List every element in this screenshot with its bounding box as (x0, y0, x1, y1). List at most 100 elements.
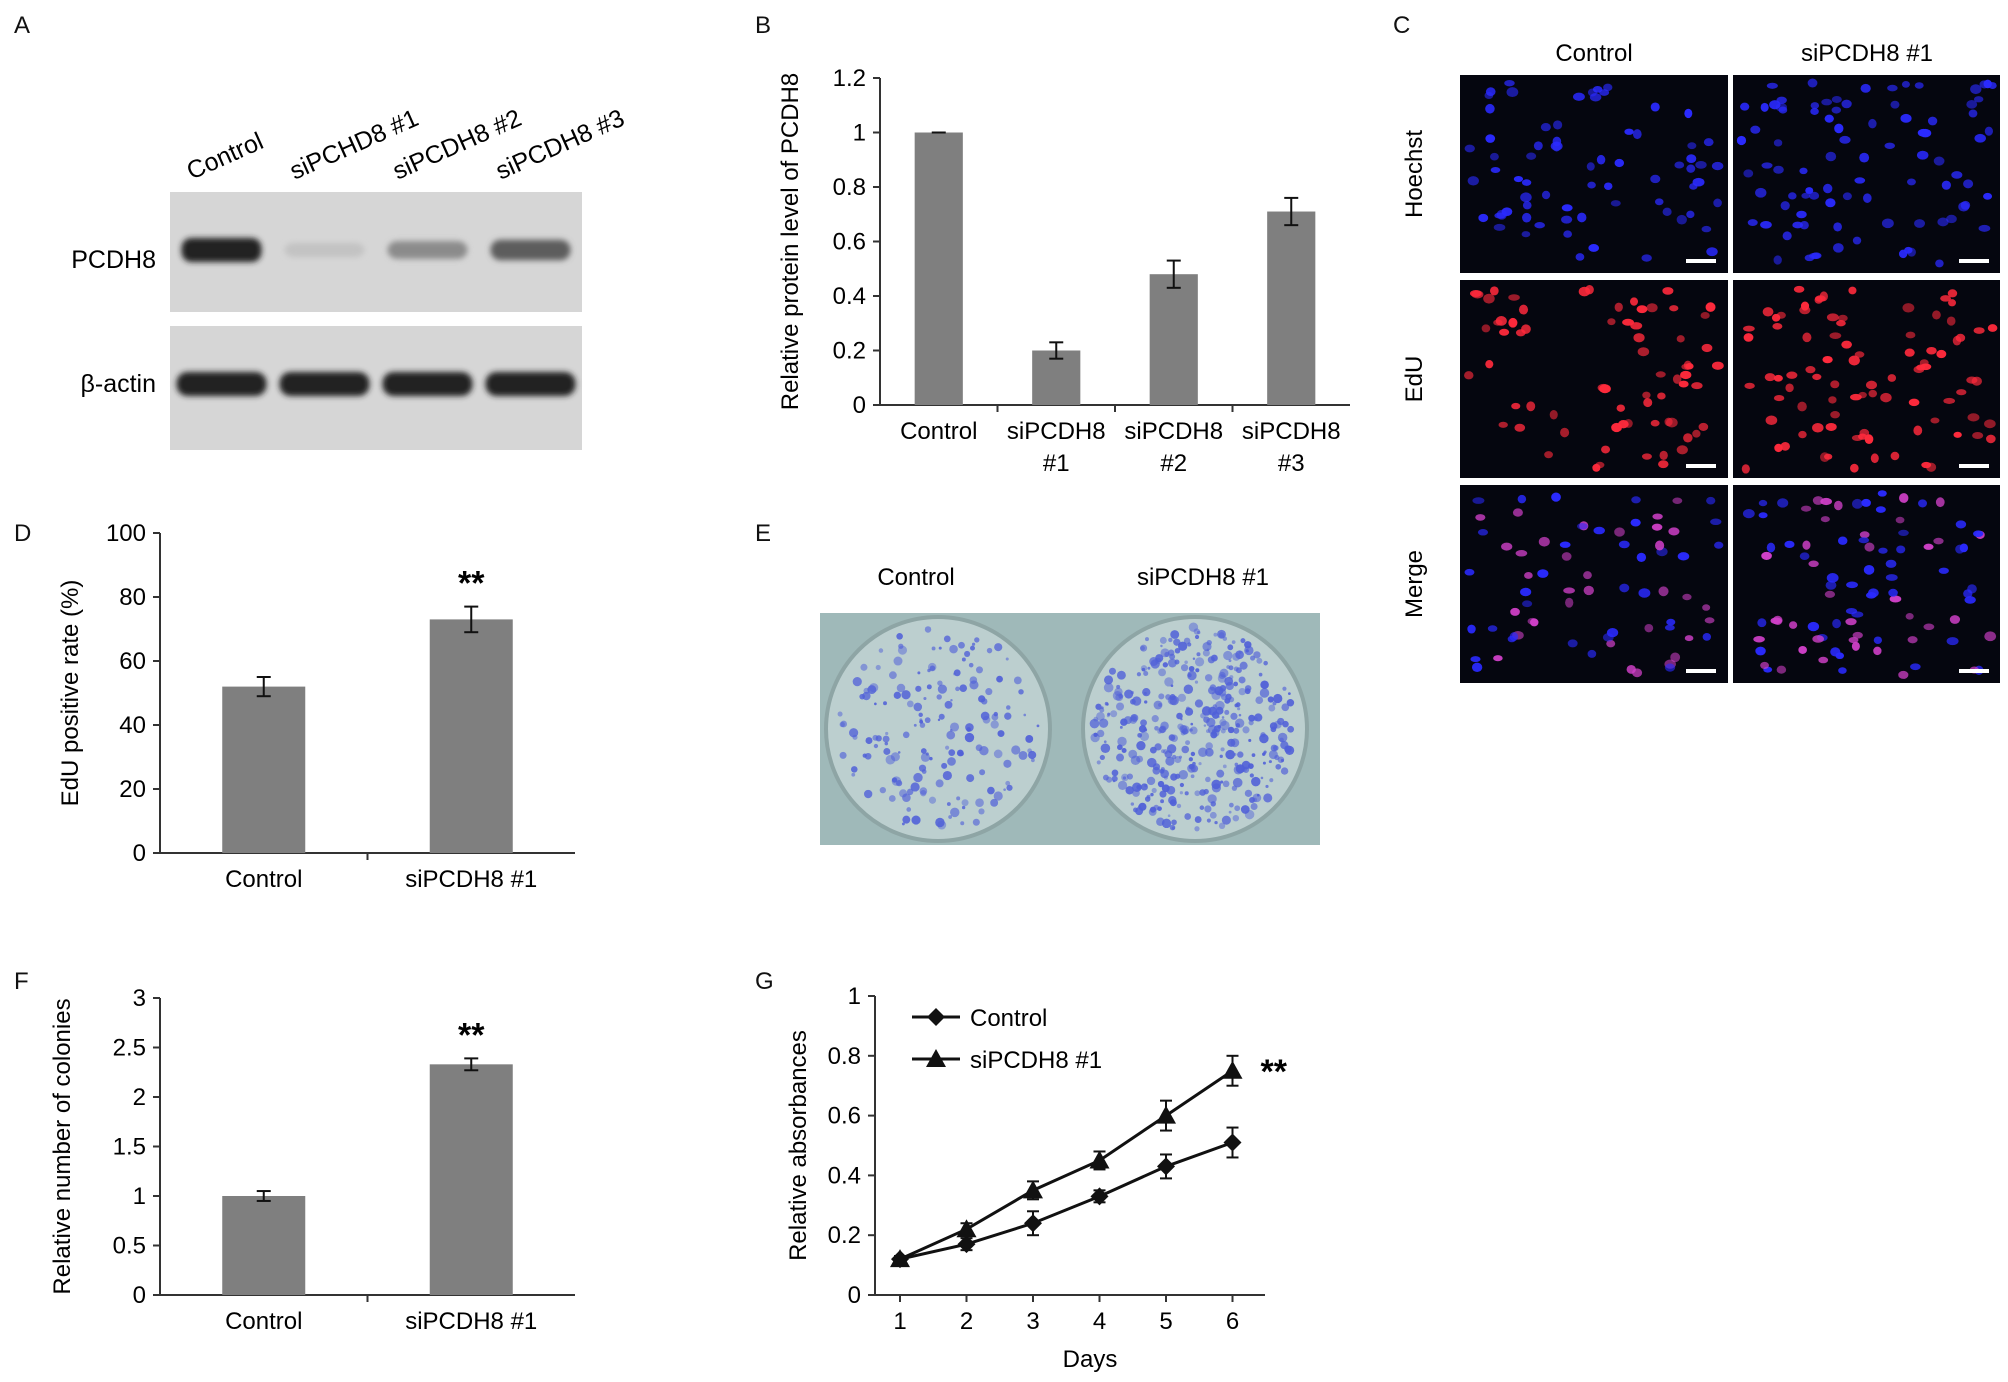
cell-nucleus (1793, 285, 1805, 293)
cell-nucleus (1805, 366, 1816, 374)
colony (1171, 819, 1177, 826)
colony (1251, 753, 1256, 757)
colony (1209, 811, 1217, 819)
cell-nucleus (1740, 102, 1750, 111)
cell-nucleus (1865, 380, 1878, 390)
cell-nucleus (1576, 522, 1588, 530)
cell-nucleus (1641, 453, 1652, 460)
series-line (899, 1141, 1234, 1261)
cell-nucleus (1937, 217, 1949, 227)
cell-nucleus (1524, 572, 1533, 579)
cell-nucleus (1773, 165, 1784, 174)
cell-nucleus (1587, 649, 1597, 658)
colony (911, 815, 921, 825)
colony (1102, 774, 1109, 781)
cell-nucleus (1559, 541, 1571, 548)
colony (1180, 664, 1189, 672)
colony (1211, 779, 1221, 790)
cell-nucleus (1741, 464, 1750, 474)
colony (1234, 703, 1239, 708)
colony (1221, 716, 1225, 719)
colony (1194, 680, 1199, 684)
cell-nucleus (1583, 571, 1592, 580)
colony (1206, 639, 1212, 646)
cell-nucleus (1618, 420, 1629, 429)
colony (1163, 775, 1169, 780)
colony (943, 635, 951, 643)
cell-nucleus (1963, 179, 1974, 189)
blot-row-label-actin: β-actin (80, 370, 156, 398)
colony (1108, 667, 1116, 675)
colony (1237, 707, 1241, 711)
y-tick-label: 0.6 (833, 229, 866, 256)
cell-nucleus (1907, 247, 1916, 257)
colony (851, 772, 856, 777)
cell-nucleus (1887, 84, 1898, 92)
cell-nucleus (1821, 98, 1833, 106)
cell-nucleus (1599, 89, 1610, 96)
y-tick-label: 40 (119, 712, 146, 739)
cell-nucleus (1777, 498, 1789, 508)
colony (1100, 743, 1111, 753)
colony (1190, 764, 1199, 773)
cell-nucleus (1923, 543, 1934, 550)
colony (882, 735, 890, 743)
cell-nucleus (1710, 518, 1722, 526)
colony (1244, 809, 1255, 820)
cell-nucleus (1930, 417, 1940, 424)
cell-nucleus (1616, 404, 1626, 412)
cell-nucleus (1472, 497, 1485, 504)
blot-band-pcdh8 (284, 242, 365, 258)
colony (1110, 710, 1118, 718)
cell-nucleus (1970, 84, 1982, 95)
cell-nucleus (1619, 583, 1630, 593)
colony (1023, 713, 1027, 717)
colony (1112, 779, 1116, 783)
colony (1197, 630, 1201, 635)
colony (1237, 751, 1244, 758)
colony (1126, 773, 1133, 780)
colony (1260, 776, 1264, 780)
cell-nucleus (1614, 302, 1623, 312)
cell-nucleus (1846, 581, 1858, 589)
colony (1165, 756, 1175, 766)
cell-nucleus (1489, 152, 1499, 161)
colony (1136, 672, 1142, 677)
colony (1178, 755, 1183, 759)
cell-nucleus (1973, 327, 1985, 334)
cell-nucleus (1935, 259, 1944, 268)
cell-nucleus (1935, 497, 1945, 508)
cell-nucleus (1887, 374, 1897, 382)
cell-nucleus (1799, 552, 1810, 560)
y-tick-label: 20 (119, 776, 146, 803)
x-tick-label: siPCDH8 (1124, 418, 1223, 445)
cell-nucleus (1526, 401, 1536, 412)
colony (1228, 659, 1232, 663)
cell-nucleus (1812, 635, 1824, 643)
colony (1183, 637, 1191, 645)
cell-nucleus (1908, 398, 1920, 407)
colony (1282, 720, 1289, 728)
cell-nucleus (1797, 401, 1807, 412)
colony (864, 752, 872, 760)
colony (860, 663, 868, 671)
cell-nucleus (1610, 200, 1621, 207)
cell-nucleus (1636, 305, 1648, 314)
colony (935, 817, 945, 828)
triangle-marker (1222, 1060, 1243, 1079)
y-tick-label: 0 (133, 840, 146, 867)
cell-nucleus (1705, 302, 1716, 312)
colony (1143, 670, 1149, 676)
colony (924, 717, 931, 724)
cell-nucleus (1687, 142, 1697, 150)
colony (1268, 750, 1278, 760)
cell-nucleus (1573, 92, 1585, 101)
cell-nucleus (1899, 493, 1909, 503)
cell-nucleus (1839, 135, 1851, 144)
colony (961, 799, 969, 807)
colony (945, 745, 950, 750)
cell-nucleus (1521, 231, 1531, 238)
cell-nucleus (1702, 633, 1712, 641)
triangle-marker (926, 1049, 946, 1067)
cell-nucleus (1946, 637, 1959, 646)
